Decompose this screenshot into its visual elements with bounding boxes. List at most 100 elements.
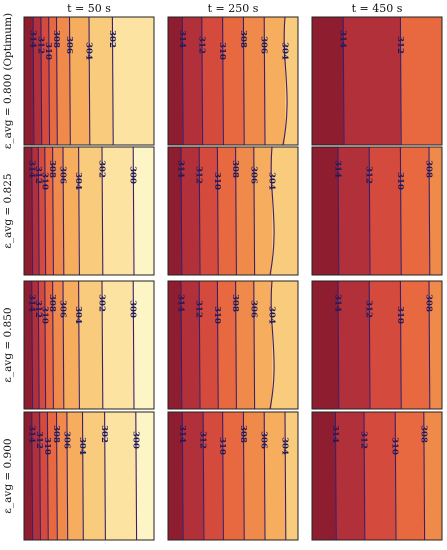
panel-frame: [167, 280, 299, 410]
contour-line-308: [52, 281, 54, 409]
band-4: [56, 412, 68, 540]
column-title-1: t = 250 s: [208, 2, 259, 15]
contour-line-308: [242, 412, 245, 540]
band-5: [264, 17, 286, 145]
contour-line-306: [66, 412, 69, 540]
band-2: [369, 147, 401, 275]
contour-line-314: [32, 17, 35, 145]
contour-label-308: 308: [230, 294, 240, 312]
band-0: [24, 412, 33, 540]
band-5: [69, 17, 90, 145]
panel-frame: [311, 146, 443, 276]
band-0: [312, 17, 344, 145]
band-3: [400, 147, 430, 275]
band-2: [199, 281, 218, 409]
contour-line-314: [337, 281, 340, 409]
band-5: [66, 412, 83, 540]
contour-line-304: [282, 17, 288, 145]
contour-line-306: [263, 412, 266, 540]
band-5: [253, 281, 273, 409]
contour-label-310: 310: [43, 42, 53, 60]
contour-label-308: 308: [418, 425, 428, 443]
contour-line-308: [52, 147, 54, 275]
contour-line-314: [181, 17, 184, 145]
panel-frame: [167, 146, 299, 276]
contour-label-314: 314: [177, 30, 187, 48]
panel-frame: [311, 280, 443, 410]
contour-label-310: 310: [217, 437, 227, 455]
contour-label-312: 312: [34, 431, 44, 449]
contour-label-304: 304: [267, 172, 277, 190]
contour-line-308: [428, 147, 431, 275]
contour-label-312: 312: [198, 431, 208, 449]
contour-label-314: 314: [26, 160, 36, 178]
column-title-2: t = 450 s: [352, 2, 403, 15]
contour-line-314: [342, 17, 345, 145]
contour-line-312: [399, 17, 402, 145]
band-1: [335, 412, 365, 540]
contour-label-304: 304: [73, 172, 83, 190]
contour-label-310: 310: [395, 306, 405, 324]
contour-label-300: 300: [128, 166, 138, 184]
band-6: [272, 147, 298, 275]
contour-line-314: [181, 412, 184, 540]
contour-line-306: [263, 17, 266, 145]
contour-label-306: 306: [259, 431, 269, 449]
contour-line-310: [222, 412, 224, 540]
contour-line-310: [46, 412, 49, 540]
panel-frame: [311, 411, 443, 541]
contour-label-308: 308: [424, 160, 434, 178]
band-2: [40, 17, 50, 145]
band-5: [264, 412, 286, 540]
contour-label-302: 302: [107, 30, 117, 48]
contour-label-310: 310: [212, 172, 222, 190]
band-4: [429, 281, 442, 409]
band-7: [112, 17, 154, 145]
contour-label-308: 308: [47, 294, 57, 312]
contour-label-314: 314: [28, 30, 38, 48]
band-2: [39, 412, 48, 540]
band-4: [52, 147, 64, 275]
band-6: [285, 17, 298, 145]
contour-line-314: [337, 147, 340, 275]
contour-line-304: [88, 17, 91, 145]
band-4: [235, 281, 255, 409]
contour-line-314: [31, 281, 34, 409]
contour-label-306: 306: [58, 300, 68, 318]
panel-r1-c1: 314 312 310 308 306 304: [167, 146, 299, 276]
band-3: [44, 147, 54, 275]
band-5: [253, 147, 273, 275]
contour-line-308: [428, 281, 431, 409]
contour-label-306: 306: [58, 166, 68, 184]
contour-label-308: 308: [51, 425, 61, 443]
contour-line-314: [180, 147, 183, 275]
contour-label-312: 312: [35, 36, 45, 54]
band-4: [429, 147, 442, 275]
band-2: [38, 281, 46, 409]
contour-line-302: [111, 17, 114, 145]
contour-line-310: [216, 147, 219, 275]
panel-r2-c1: 314 312 310 308 306 304: [167, 280, 299, 410]
contour-line-306: [62, 281, 65, 409]
band-0: [168, 17, 183, 145]
contour-line-312: [201, 17, 204, 145]
contour-line-310: [44, 281, 47, 409]
contour-label-312: 312: [364, 300, 374, 318]
contour-label-314: 314: [26, 294, 36, 312]
contour-label-306: 306: [248, 166, 258, 184]
band-8: [133, 281, 154, 409]
band-0: [168, 147, 182, 275]
contour-label-314: 314: [177, 425, 187, 443]
band-4: [243, 412, 265, 540]
contour-line-310: [48, 17, 51, 145]
band-3: [222, 17, 244, 145]
contour-label-314: 314: [338, 30, 348, 48]
band-6: [78, 281, 103, 409]
band-6: [78, 147, 103, 275]
contour-line-304: [78, 147, 80, 275]
panel-frame: [23, 280, 155, 410]
contour-line-306: [253, 281, 256, 409]
